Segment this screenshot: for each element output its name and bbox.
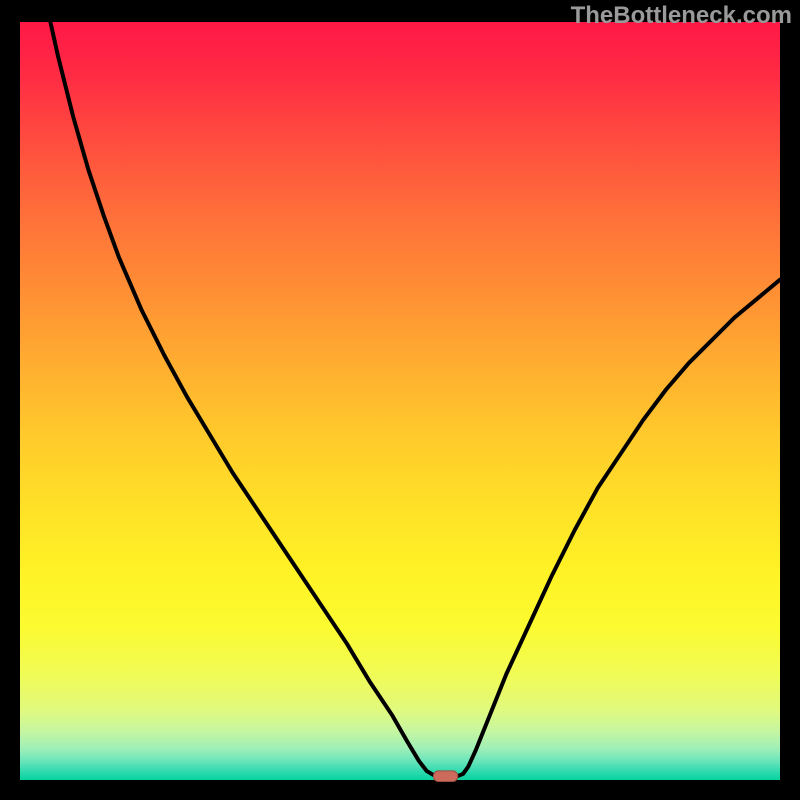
bottleneck-chart (0, 0, 800, 800)
chart-container: TheBottleneck.com (0, 0, 800, 800)
plot-background (20, 22, 780, 780)
watermark-label: TheBottleneck.com (571, 2, 792, 30)
optimal-marker (433, 771, 457, 782)
